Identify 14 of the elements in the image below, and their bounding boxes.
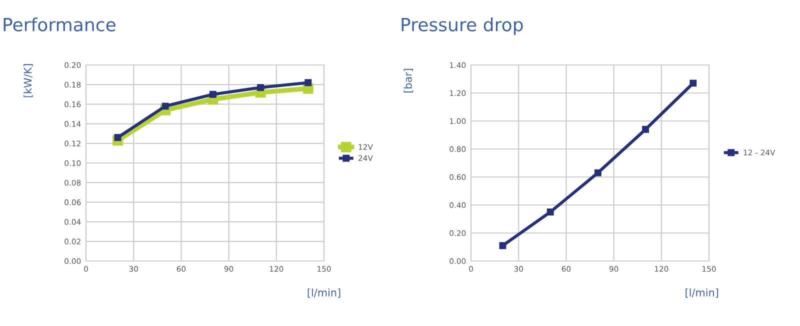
x-axis-title: [l/min] [308,288,340,298]
point [499,242,506,250]
point [209,90,216,98]
y-axis-title: [kW/K] [24,64,33,98]
chart-title: Pressure drop [402,17,523,35]
x-axis-title: [l/min] [686,288,718,298]
point [304,79,312,86]
y-axis-title: [bar] [404,68,414,92]
point [642,126,650,133]
point [257,84,264,92]
point [546,208,554,216]
point [594,169,602,176]
point [690,80,697,87]
chart-title: Performance [4,17,116,32]
